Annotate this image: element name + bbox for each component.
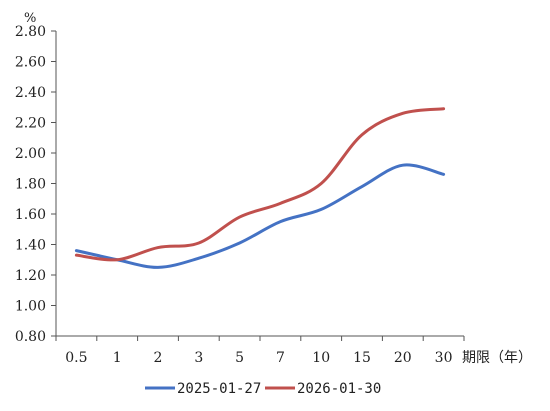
y-tick-label: 1.40 [15, 238, 46, 254]
y-tick-label: 2.40 [15, 85, 46, 101]
legend-label: 2025-01-27 [177, 381, 261, 397]
y-tick-label: 1.60 [15, 207, 46, 223]
series-lines [74, 107, 446, 269]
y-tick-label: 1.20 [15, 268, 46, 284]
y-tick-label: 2.80 [15, 24, 46, 40]
y-tick-label: 1.80 [15, 177, 46, 193]
series-line-2025-01-27 [74, 163, 446, 269]
x-ticks: 0.5 1 2 3 5 7 10 15 20 30 [55, 336, 465, 366]
x-tick-label: 5 [235, 350, 244, 366]
y-tick-label: 2.00 [15, 146, 46, 162]
legend-label: 2026-01-30 [297, 381, 381, 397]
x-tick-label: 7 [276, 350, 285, 366]
y-tick-label: 2.60 [15, 55, 46, 71]
y-ticks: 0.80 1.00 1.20 1.40 1.60 1.80 2.00 2.20 2.40 2.60… [15, 24, 56, 345]
y-tick-label: 1.00 [15, 299, 46, 315]
x-tick-label: 3 [194, 350, 203, 366]
x-tick-label: 10 [312, 350, 330, 366]
legend: 2025-01-27 2026-01-30 [145, 381, 381, 397]
axes [55, 31, 464, 337]
x-unit-label: 期限（年） [462, 350, 532, 366]
x-tick-label: 1 [113, 350, 122, 366]
x-tick-label: 2 [154, 350, 163, 366]
x-tick-label: 15 [353, 350, 371, 366]
x-tick-label: 0.5 [65, 350, 87, 366]
series-line-2026-01-30 [74, 107, 446, 262]
y-unit-label: % [24, 11, 36, 26]
x-tick-label: 20 [394, 350, 412, 366]
y-tick-label: 2.20 [15, 116, 46, 132]
y-tick-label: 0.80 [15, 329, 46, 345]
x-tick-label: 30 [435, 350, 453, 366]
